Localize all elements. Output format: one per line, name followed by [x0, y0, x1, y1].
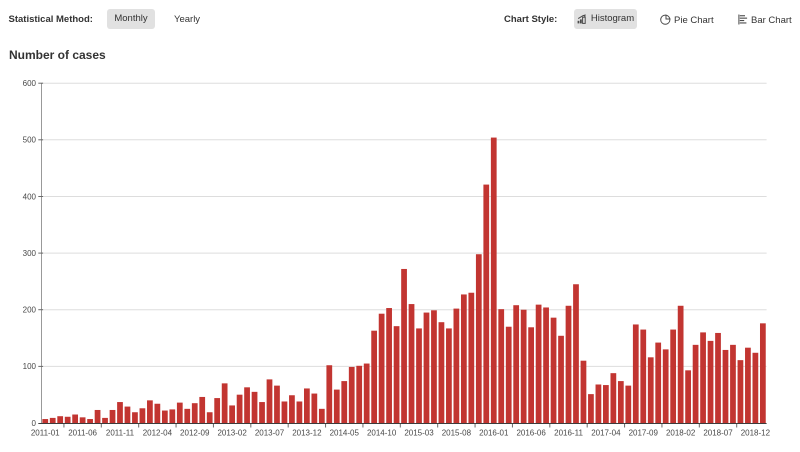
svg-text:600: 600	[23, 79, 37, 88]
svg-text:400: 400	[23, 192, 37, 201]
svg-text:2011-01: 2011-01	[31, 429, 60, 438]
svg-text:2013-07: 2013-07	[255, 429, 285, 438]
svg-text:2016-01: 2016-01	[479, 429, 509, 438]
svg-text:2018-02: 2018-02	[666, 429, 696, 438]
svg-text:2012-04: 2012-04	[143, 429, 173, 438]
svg-text:2011-11: 2011-11	[106, 429, 135, 438]
svg-text:300: 300	[23, 249, 37, 258]
svg-text:2014-10: 2014-10	[367, 429, 397, 438]
svg-text:2016-11: 2016-11	[554, 429, 583, 438]
svg-text:2012-09: 2012-09	[180, 429, 210, 438]
svg-text:2018-07: 2018-07	[703, 429, 733, 438]
svg-text:2017-09: 2017-09	[629, 429, 659, 438]
svg-text:2018-12: 2018-12	[741, 429, 771, 438]
svg-text:2015-03: 2015-03	[404, 429, 434, 438]
svg-text:2016-06: 2016-06	[516, 429, 546, 438]
svg-text:2015-08: 2015-08	[442, 429, 472, 438]
svg-text:0: 0	[32, 419, 37, 428]
svg-text:2014-05: 2014-05	[330, 429, 360, 438]
svg-text:100: 100	[23, 362, 37, 371]
svg-text:2011-06: 2011-06	[68, 429, 97, 438]
svg-text:2017-04: 2017-04	[591, 429, 621, 438]
svg-text:2013-02: 2013-02	[217, 429, 247, 438]
svg-text:2013-12: 2013-12	[292, 429, 322, 438]
svg-text:500: 500	[23, 136, 37, 145]
svg-text:200: 200	[23, 306, 37, 315]
